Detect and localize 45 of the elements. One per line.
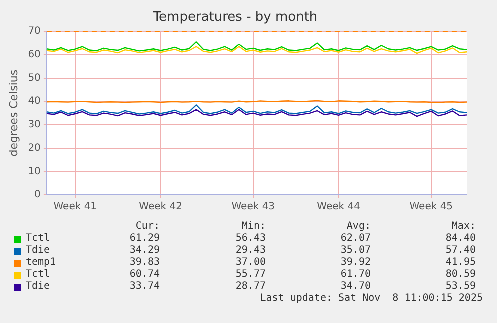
text: 28.77 bbox=[236, 281, 266, 292]
y-axis-title: degrees Celsius bbox=[7, 70, 20, 157]
text: 29.43 bbox=[236, 245, 266, 256]
text: 60.74 bbox=[130, 269, 160, 280]
legend-label: Tctl bbox=[26, 269, 50, 280]
text: 62.07 bbox=[340, 233, 371, 244]
chart-title: Temperatures - by month bbox=[152, 10, 318, 26]
text: 34.70 bbox=[340, 281, 371, 292]
text: 57.40 bbox=[446, 245, 476, 256]
text: 33.74 bbox=[130, 281, 160, 292]
y-tick-label: 70 bbox=[28, 26, 41, 38]
text: 80.59 bbox=[446, 269, 476, 280]
text: 61.70 bbox=[340, 269, 371, 280]
text: 55.77 bbox=[236, 269, 266, 280]
text: 84.40 bbox=[446, 233, 476, 244]
text: 53.59 bbox=[446, 281, 476, 292]
text: 34.29 bbox=[130, 245, 160, 256]
x-tick-label: Week 44 bbox=[317, 202, 360, 213]
x-tick-label: Week 45 bbox=[410, 202, 454, 213]
y-tick-label: 0 bbox=[34, 190, 41, 201]
legend-label: Tdie bbox=[26, 281, 50, 292]
y-tick-label: 60 bbox=[28, 50, 41, 61]
legend-label: Tdie bbox=[26, 245, 50, 256]
y-tick-label: 30 bbox=[28, 120, 41, 131]
x-tick-label: Week 43 bbox=[232, 202, 276, 213]
x-tick-label: Week 41 bbox=[54, 202, 98, 213]
text: 56.43 bbox=[236, 233, 266, 244]
y-tick-label: 20 bbox=[28, 142, 41, 154]
text: 39.83 bbox=[130, 257, 160, 268]
y-tick-label: 50 bbox=[28, 72, 41, 84]
text: 61.29 bbox=[130, 233, 160, 244]
legend-label: temp1 bbox=[26, 257, 56, 268]
text: Last update: Sat Nov 8 11:00:15 2025 bbox=[260, 293, 483, 304]
y-tick-label: 40 bbox=[28, 96, 41, 108]
text: 35.07 bbox=[340, 245, 371, 256]
text: 37.00 bbox=[236, 257, 266, 268]
text: 39.92 bbox=[340, 257, 371, 268]
x-tick-label: Week 42 bbox=[139, 202, 182, 213]
text: Cur: bbox=[136, 221, 160, 232]
legend-label: Tctl bbox=[26, 233, 50, 244]
text: Min: bbox=[242, 221, 266, 232]
text: Max: bbox=[452, 221, 476, 232]
text: 41.95 bbox=[446, 257, 476, 268]
y-tick-label: 10 bbox=[28, 166, 41, 178]
text: Avg: bbox=[346, 221, 371, 232]
